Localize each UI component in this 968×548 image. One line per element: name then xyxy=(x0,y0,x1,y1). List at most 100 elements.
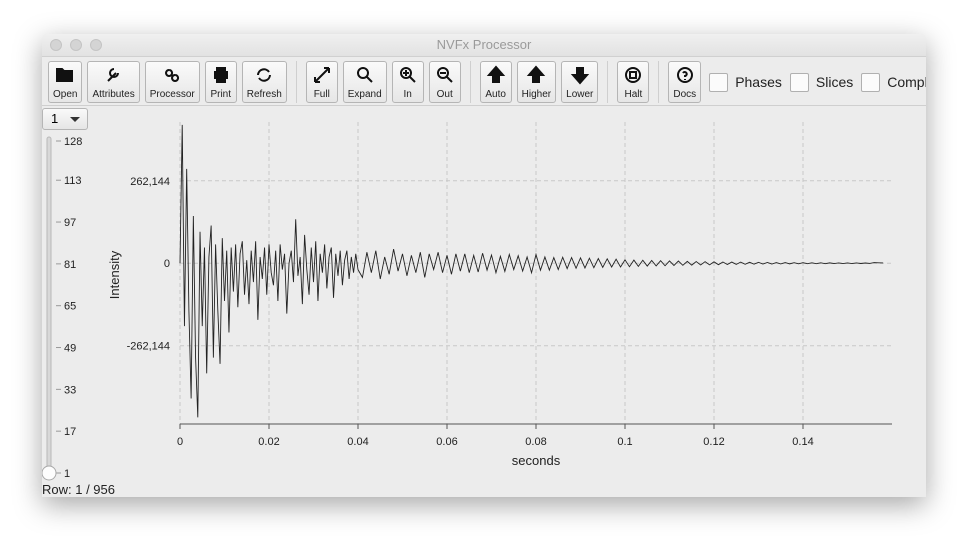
y-axis-label: Intensity xyxy=(107,250,122,299)
x-axis-label: seconds xyxy=(512,453,561,468)
toolbar-separator xyxy=(469,61,471,103)
button-label: Processor xyxy=(149,89,195,100)
chart: 128 113 97 81 65 49 33 17 1 -262,144 0 262,144 0 0.02… xyxy=(42,122,892,481)
icon-shape xyxy=(436,67,453,83)
toolbar-button[interactable]: Full xyxy=(305,61,338,103)
button-label: Halt xyxy=(624,89,643,100)
toolbar-separator xyxy=(658,61,660,103)
checkbox-box[interactable] xyxy=(861,72,881,92)
button-label: Print xyxy=(210,89,232,100)
dropdown-arrow xyxy=(70,117,80,122)
icon-shape xyxy=(56,68,74,82)
button-label: Expand xyxy=(347,89,382,100)
button-icon xyxy=(56,68,74,82)
slider-tick-label: 33 xyxy=(64,384,76,396)
button-icon xyxy=(165,69,180,82)
button-icon xyxy=(570,67,589,85)
checkbox-label: Complex xyxy=(887,74,926,90)
slider-knob[interactable] xyxy=(42,465,57,481)
toolbar-button[interactable]: Expand xyxy=(342,61,387,103)
divider xyxy=(42,105,926,106)
slider-tick-label: 49 xyxy=(64,343,76,355)
checkbox-box[interactable] xyxy=(709,72,729,92)
button-label: Full xyxy=(313,89,330,100)
icon-shape xyxy=(165,69,180,82)
x-tick-label: 0.1 xyxy=(617,436,632,448)
toolbar-separator xyxy=(295,61,297,103)
button-icon xyxy=(257,68,272,82)
button-label: Out xyxy=(436,89,453,100)
toolbar-button[interactable]: Higher xyxy=(516,61,557,103)
button-icon xyxy=(399,67,416,83)
dropdown-value: 1 xyxy=(51,111,59,126)
x-tick-label: 0.08 xyxy=(525,436,546,448)
close-button[interactable] xyxy=(50,39,62,51)
window: NVFx Processor Open Attributes Processor Pr… xyxy=(42,34,926,497)
button-icon xyxy=(625,67,642,83)
icon-shape xyxy=(106,68,119,82)
x-tick-label: 0.12 xyxy=(703,436,724,448)
toolbar-button[interactable]: Processor xyxy=(144,61,200,103)
minimize-button[interactable] xyxy=(70,39,82,51)
slider-tick-label: 128 xyxy=(64,136,82,148)
button-icon xyxy=(676,67,693,83)
toolbar-button[interactable]: Refresh xyxy=(241,61,287,103)
icon-shape xyxy=(486,65,505,83)
button-label: Docs xyxy=(673,89,697,100)
toolbar-button[interactable]: In xyxy=(391,61,424,103)
zoom-button[interactable] xyxy=(90,39,102,51)
x-tick-label: 0 xyxy=(177,436,183,448)
button-label: Refresh xyxy=(246,89,282,100)
button-icon xyxy=(527,65,546,83)
slider-tick-label: 97 xyxy=(64,217,76,229)
slider-track[interactable] xyxy=(46,136,52,478)
slider-tick-label: 113 xyxy=(64,175,82,187)
x-tick-label: 0.06 xyxy=(436,436,457,448)
button-label: Lower xyxy=(566,89,594,100)
toolbar-button[interactable]: Attributes xyxy=(87,61,140,103)
button-icon xyxy=(436,67,453,83)
button-label: Open xyxy=(53,89,78,100)
checkbox-label: Slices xyxy=(815,74,854,90)
x-tick-label: 0.02 xyxy=(258,436,279,448)
signal-line xyxy=(179,124,884,418)
checkbox[interactable]: Slices xyxy=(789,61,854,103)
y-tick-label: -262,144 xyxy=(127,341,170,353)
slider-tick-label: 17 xyxy=(64,426,76,438)
icon-shape xyxy=(313,67,330,83)
toolbar-button[interactable]: Auto xyxy=(479,61,512,103)
slider-tick-label: 81 xyxy=(64,259,76,271)
x-tick-label: 0.04 xyxy=(347,436,368,448)
toolbar-button[interactable]: Docs xyxy=(668,61,702,103)
button-label: Higher xyxy=(521,89,552,100)
icon-shape xyxy=(257,68,272,82)
y-tick-label: 262,144 xyxy=(130,176,170,188)
checkbox[interactable]: Complex xyxy=(861,61,926,103)
toolbar-button[interactable]: Print xyxy=(204,61,237,103)
icon-shape xyxy=(356,67,373,83)
toolbar: Open Attributes Processor Print Refresh Full E… xyxy=(48,61,926,103)
button-icon xyxy=(486,65,505,83)
x-tick-label: 0.14 xyxy=(792,436,813,448)
button-label: In xyxy=(403,89,412,100)
toolbar-button[interactable]: Halt xyxy=(617,61,650,103)
button-label: Attributes xyxy=(92,89,135,100)
checkbox-label: Phases xyxy=(735,74,782,90)
button-icon xyxy=(313,67,330,83)
icon-shape xyxy=(625,67,642,83)
icon-shape xyxy=(399,67,416,83)
toolbar-button[interactable]: Open xyxy=(48,61,83,103)
title-bar: NVFx Processor xyxy=(42,34,926,57)
toolbar-button[interactable]: Lower xyxy=(561,61,599,103)
button-icon xyxy=(106,68,119,82)
row-dropdown[interactable]: 1 xyxy=(42,108,88,130)
slider-tick-label: 65 xyxy=(64,301,76,313)
y-tick-label: 0 xyxy=(164,258,170,270)
icon-shape xyxy=(570,67,589,85)
toolbar-button[interactable]: Out xyxy=(428,61,461,103)
checkbox-box[interactable] xyxy=(789,72,809,92)
checkbox[interactable]: Phases xyxy=(709,61,782,103)
icon-shape xyxy=(527,65,546,83)
